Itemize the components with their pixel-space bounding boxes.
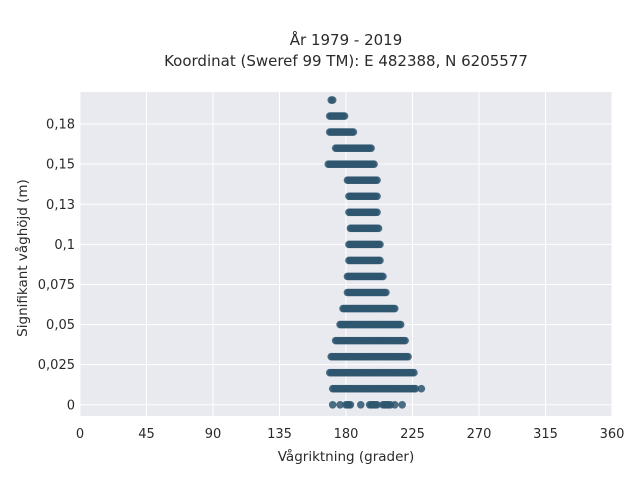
data-point — [382, 288, 390, 297]
y-tick-label: 0,1 — [54, 238, 75, 253]
data-point — [340, 112, 349, 120]
y-tick-label: 0,18 — [46, 118, 75, 133]
y-tick-label: 0,15 — [46, 158, 75, 173]
x-tick-label: 45 — [138, 427, 155, 442]
x-tick-label: 270 — [467, 427, 492, 442]
data-point — [328, 400, 337, 409]
data-point — [373, 208, 381, 217]
x-tick-label: 180 — [334, 427, 359, 442]
x-tick-label: 90 — [205, 427, 222, 442]
chart-subtitle: Koordinat (Sweref 99 TM): E 482388, N 62… — [164, 52, 528, 70]
y-tick-label: 0 — [67, 398, 75, 413]
data-point — [367, 144, 375, 152]
x-tick-label: 135 — [267, 427, 292, 442]
data-point — [379, 272, 387, 281]
data-point — [376, 240, 384, 249]
data-point — [373, 192, 381, 201]
data-point — [328, 96, 337, 104]
data-point — [410, 368, 418, 377]
x-tick-label: 360 — [600, 427, 625, 442]
y-tick-label: 0,13 — [46, 198, 75, 213]
data-point — [370, 160, 378, 168]
data-point — [373, 400, 381, 409]
y-tick-label: 0,075 — [38, 278, 75, 293]
y-axis-label: Signifikant våghöjd (m) — [14, 179, 31, 337]
x-tick-labels: 0 45 90 135 180 225 270 315 360 — [76, 427, 625, 442]
x-axis-label: Vågriktning (grader) — [278, 448, 415, 465]
y-tick-labels: 0 0,025 0,05 0,075 0,1 0,13 0,15 0,18 — [38, 118, 75, 414]
data-point — [376, 256, 384, 265]
data-point — [374, 224, 383, 233]
data-point — [390, 400, 399, 409]
data-point — [336, 400, 344, 409]
data-point — [349, 128, 358, 136]
x-tick-label: 315 — [533, 427, 558, 442]
data-point — [401, 336, 409, 345]
data-point — [346, 400, 355, 409]
y-tick-label: 0,025 — [38, 358, 75, 373]
data-point — [417, 384, 426, 393]
data-point — [404, 352, 412, 361]
data-point — [398, 400, 406, 409]
data-point — [411, 384, 420, 393]
y-tick-label: 0,05 — [46, 318, 75, 333]
x-tick-label: 225 — [400, 427, 425, 442]
data-point — [390, 304, 399, 313]
data-point — [373, 176, 381, 185]
x-tick-label: 0 — [76, 427, 84, 442]
data-point — [356, 400, 365, 409]
data-points — [324, 96, 426, 409]
chart-title: År 1979 - 2019 — [290, 30, 403, 49]
data-point — [396, 320, 405, 329]
